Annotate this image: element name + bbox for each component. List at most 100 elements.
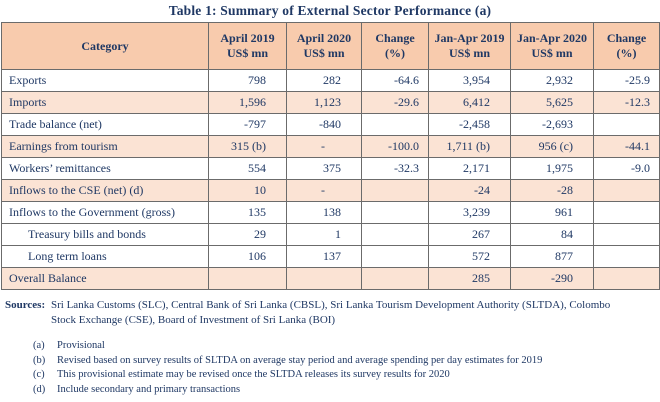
header-line: (%) — [385, 46, 405, 60]
value-cell: 375 — [286, 157, 362, 180]
notes-section: Sources: Sri Lanka Customs (SLC), Centra… — [1, 290, 659, 397]
header-line: April 2019 — [220, 31, 275, 45]
footnote-text: Include secondary and primary transactio… — [57, 383, 241, 395]
table-row: Treasury bills and bonds 29 1 267 84 — [1, 223, 660, 246]
value-cell: 138 — [286, 201, 362, 224]
footnotes: (a) Provisional (b) Revised based on survey… — [5, 339, 655, 397]
value-cell: 285 — [428, 267, 511, 290]
value-cell: 6,412 — [428, 91, 511, 114]
value-cell: -12.3 — [593, 91, 660, 114]
value-cell: -2,458 — [428, 113, 511, 136]
value-cell — [361, 179, 429, 202]
category-cell: Treasury bills and bonds — [1, 223, 209, 246]
category-cell: Exports — [1, 69, 209, 92]
header-line: Change — [606, 31, 647, 45]
value-cell: 84 — [510, 223, 594, 246]
value-cell: -64.6 — [361, 69, 429, 92]
table-header: Category April 2019 US$ mn April 2020 US… — [1, 22, 660, 70]
value-cell: 956 (c) — [510, 135, 594, 158]
header-line: Category — [81, 38, 129, 53]
table-row: Imports 1,596 1,123 -29.6 6,412 5,625 -12.3 — [1, 91, 660, 114]
value-cell: 2,932 — [510, 69, 594, 92]
header-line: (%) — [616, 46, 637, 60]
value-cell — [593, 179, 660, 202]
footnote-text: This provisional estimate may be revised… — [57, 369, 450, 380]
footnote: (a) Provisional — [5, 339, 655, 354]
table-row: Exports 798 282 -64.6 3,954 2,932 -25.9 — [1, 69, 660, 92]
category-cell: Imports — [1, 91, 209, 114]
value-cell: 572 — [428, 245, 511, 268]
value-cell: 877 — [510, 245, 594, 268]
value-cell: 961 — [510, 201, 594, 224]
value-cell: 2,171 — [428, 157, 511, 180]
category-cell: Earnings from tourism — [1, 135, 209, 158]
sources: Sources: Sri Lanka Customs (SLC), Centra… — [5, 298, 655, 328]
header-line: US$ mn — [531, 46, 573, 60]
value-cell — [361, 267, 429, 290]
category-cell: Workers’ remittances — [1, 157, 209, 180]
header-line: Change — [375, 31, 415, 45]
value-cell: 282 — [286, 69, 362, 92]
value-cell: -290 — [510, 267, 594, 290]
category-cell: Trade balance (net) — [1, 113, 209, 136]
table-body: Exports 798 282 -64.6 3,954 2,932 -25.9 Imports… — [1, 69, 660, 290]
value-cell: 135 — [208, 201, 287, 224]
table-title: Table 1: Summary of External Sector Perf… — [168, 3, 492, 18]
value-cell: 798 — [208, 69, 287, 92]
header-line: US$ mn — [226, 46, 268, 60]
value-cell: 3,954 — [428, 69, 511, 92]
value-cell: 3,239 — [428, 201, 511, 224]
value-cell: -797 — [208, 113, 287, 136]
footnote-text: Revised based on survey results of SLTDA… — [57, 354, 543, 366]
value-cell — [593, 245, 660, 268]
value-cell: 29 — [208, 223, 287, 246]
value-cell — [593, 201, 660, 224]
value-cell: -840 — [286, 113, 362, 136]
value-cell — [208, 267, 287, 290]
col-header-jan-apr-2019: Jan-Apr 2019 US$ mn — [428, 22, 511, 70]
value-cell — [361, 223, 429, 246]
value-cell — [286, 267, 362, 290]
col-header-april-2020: April 2020 US$ mn — [286, 22, 362, 70]
footnote-label: (c) — [33, 369, 45, 380]
table-row: Inflows to the CSE (net) (d) 10- -24 -28 — [1, 179, 660, 202]
value-cell — [361, 245, 429, 268]
category-cell: Inflows to the CSE (net) (d) — [1, 179, 209, 202]
value-cell: 137 — [286, 245, 362, 268]
header-line: US$ mn — [448, 46, 490, 60]
value-cell: -9.0 — [593, 157, 660, 180]
category-cell: Inflows to the Government (gross) — [1, 201, 209, 224]
footnote-label: (a) — [33, 340, 45, 351]
header-line: Jan-Apr 2020 — [516, 31, 588, 45]
value-cell: 5,625 — [510, 91, 594, 114]
value-cell — [361, 201, 429, 224]
footnote: (d) Include secondary and primary transac… — [5, 383, 655, 398]
table-row: Inflows to the Government (gross) 135 138 3… — [1, 201, 660, 224]
value-cell: 1,975 — [510, 157, 594, 180]
table-row: Trade balance (net) -797 -840 -2,458 -2,693 — [1, 113, 660, 136]
value-cell: -24 — [428, 179, 511, 202]
value-cell: 315 (b) — [208, 135, 287, 158]
value-cell: 1,711 (b) — [428, 135, 511, 158]
value-cell: -25.9 — [593, 69, 660, 92]
value-cell: 10 — [208, 179, 287, 202]
footnote-label: (d) — [33, 383, 46, 395]
category-cell: Overall Balance — [1, 267, 209, 290]
value-cell: 267 — [428, 223, 511, 246]
value-cell: -28 — [510, 179, 594, 202]
value-cell: 1,596 — [208, 91, 287, 114]
footnote: (b) Revised based on survey results of SL… — [5, 354, 655, 369]
table-row: Workers’ remittances 554 375 -32.3 2,171 1,97… — [1, 157, 660, 180]
value-cell — [361, 113, 429, 136]
value-cell: -32.3 — [361, 157, 429, 180]
header-line: Jan-Apr 2019 — [434, 31, 505, 45]
value-cell — [593, 267, 660, 290]
footnote-label: (b) — [33, 354, 46, 366]
header-line: US$ mn — [303, 46, 345, 60]
value-cell — [593, 113, 660, 136]
value-cell: -100.0 — [361, 135, 429, 158]
value-cell: 554 — [208, 157, 287, 180]
table-row: Earnings from tourism 315 (b) - -100.0 1,711… — [1, 135, 660, 158]
table-row: Overall Balance 285 -290 — [1, 267, 660, 290]
header-line: April 2020 — [296, 31, 352, 45]
